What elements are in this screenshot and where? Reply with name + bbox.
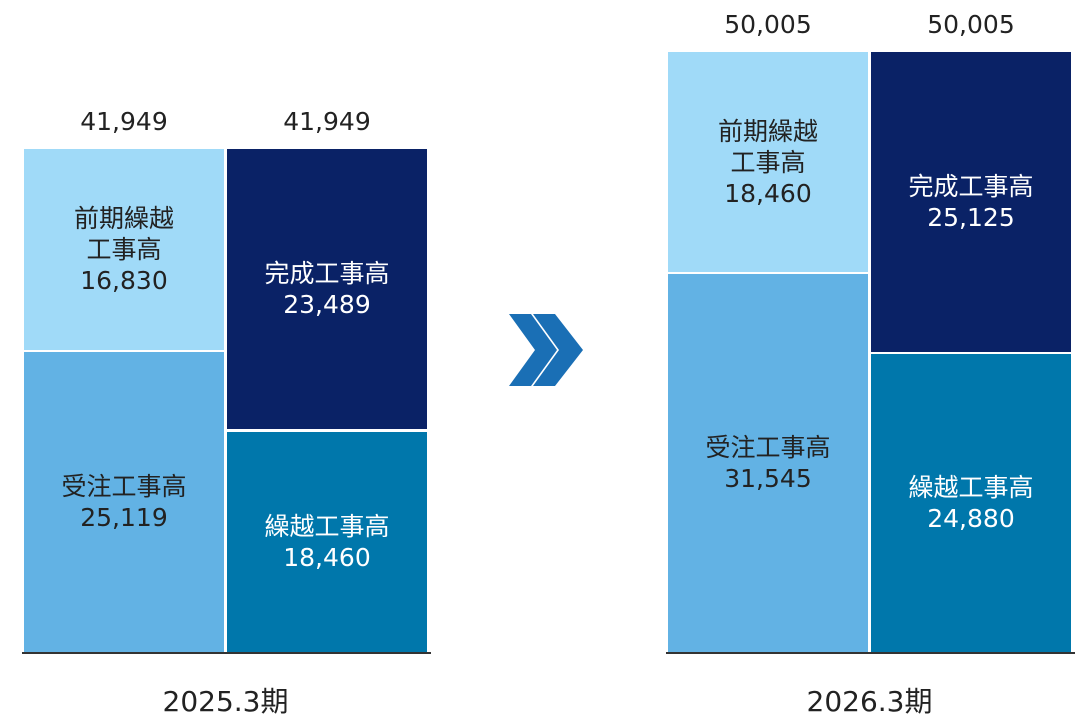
group-label: 2026.3期	[806, 685, 933, 717]
bar-segment: 完成工事高 23,489	[227, 148, 427, 430]
bar-segment: 前期繰越 工事高 18,460	[668, 52, 868, 273]
bar-segment: 完成工事高 25,125	[871, 52, 1071, 353]
total-label: 50,005	[927, 10, 1015, 39]
bar-segment: 前期繰越 工事高 16,830	[24, 148, 224, 350]
segment-value: 24,880	[927, 504, 1015, 534]
total-label: 41,949	[283, 106, 371, 136]
total-label: 41,949	[80, 106, 168, 136]
segment-name: 繰越工事高	[264, 511, 390, 541]
segment-name: 受注工事高	[61, 471, 187, 501]
bar-segment: 受注工事高 31,545	[668, 274, 868, 652]
segment-name: 前期繰越 工事高	[717, 116, 818, 177]
bar-segment: 受注工事高 25,119	[24, 351, 224, 652]
segment-name: 前期繰越 工事高	[73, 203, 174, 264]
arrow-chevron	[509, 314, 583, 386]
baseline	[666, 652, 1075, 654]
bar-segment: 繰越工事高 24,880	[871, 354, 1071, 652]
segment-value: 25,119	[80, 502, 168, 532]
segment-name: 完成工事高	[264, 259, 390, 289]
segment-value: 25,125	[927, 203, 1015, 233]
segment-name: 完成工事高	[908, 172, 1034, 202]
total-label: 50,005	[724, 10, 812, 39]
segment-name: 繰越工事高	[908, 473, 1034, 503]
segment-value: 31,545	[724, 464, 812, 494]
segment-value: 23,489	[283, 290, 371, 320]
baseline	[22, 652, 431, 654]
group-label: 2025.3期	[162, 685, 289, 717]
segment-name: 受注工事高	[705, 433, 831, 463]
segment-value: 18,460	[283, 542, 371, 572]
bar-segment: 繰越工事高 18,460	[227, 431, 427, 652]
segment-value: 18,460	[724, 178, 812, 208]
segment-value: 16,830	[80, 265, 168, 295]
